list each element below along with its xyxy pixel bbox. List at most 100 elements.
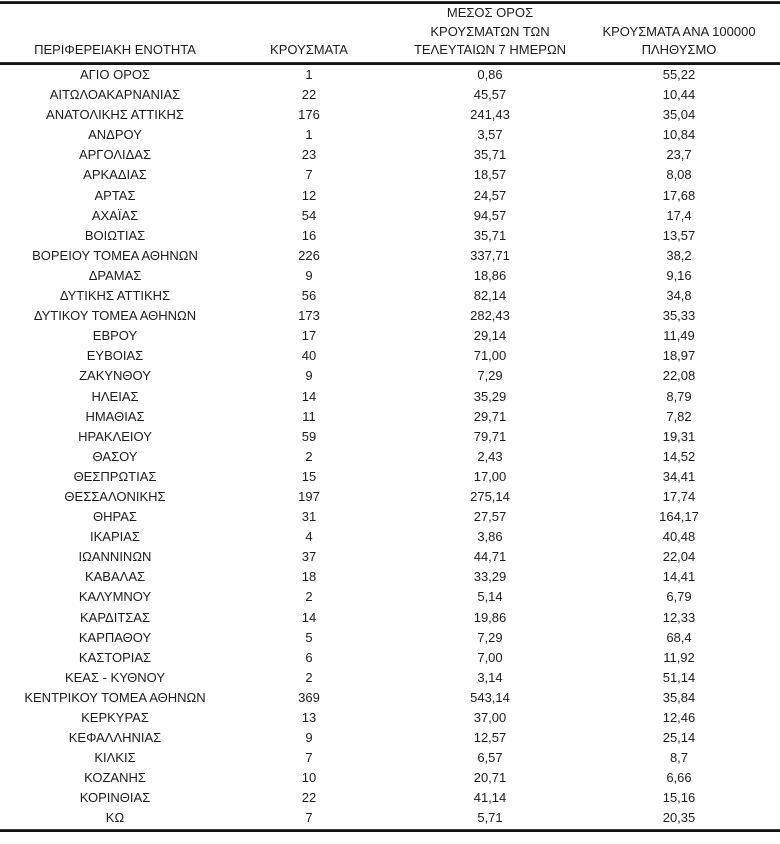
cases-cell: 176: [298, 107, 320, 123]
cases-cell: 18: [301, 569, 317, 585]
table-row: ΑΝΑΤΟΛΙΚΗΣ ΑΤΤΙΚΗΣ 176 241,43 35,04: [0, 105, 780, 125]
table-body: ΑΓΙΟ ΟΡΟΣ 1 0,86 55,22 ΑΙΤΩΛΟΑΚΑΡΝΑΝΙΑΣ 22 45,…: [0, 65, 780, 829]
cases-cell: 23: [301, 147, 317, 163]
per-100000-cell: 8,08: [666, 167, 692, 183]
cases-cell: 2: [305, 448, 313, 464]
table-row: ΚΕΦΑΛΛΗΝΙΑΣ 9 12,57 25,14: [0, 728, 780, 748]
region-cell: ΚΕΝΤΡΙΚΟΥ ΤΟΜΕΑ ΑΘΗΝΩΝ: [24, 689, 206, 705]
per-100000-cell: 14,41: [662, 569, 696, 585]
per-100000-cell: 35,84: [662, 689, 696, 705]
per-100000-cell: 18,97: [662, 348, 696, 364]
cases-cell: 7: [305, 750, 313, 766]
region-cell: ΘΗΡΑΣ: [93, 509, 137, 525]
region-cell: ΔΥΤΙΚΗΣ ΑΤΤΙΚΗΣ: [59, 288, 171, 304]
per-100000-cell: 6,66: [666, 770, 692, 786]
avg-7day-cell: 7,29: [477, 629, 503, 645]
per-100000-cell: 10,84: [662, 127, 696, 143]
avg-7day-cell: 543,14: [470, 689, 510, 705]
table-row: ΖΑΚΥΝΘΟΥ 9 7,29 22,08: [0, 366, 780, 386]
region-cell: ΘΕΣΣΑΛΟΝΙΚΗΣ: [64, 488, 166, 504]
region-cell: ΚΕΑΣ - ΚΥΘΝΟΥ: [64, 669, 166, 685]
table-row: ΗΡΑΚΛΕΙΟΥ 59 79,71 19,31: [0, 427, 780, 447]
header-cases: ΚΡΟΥΣΜΑΤΑ: [270, 42, 348, 57]
avg-7day-cell: 44,71: [473, 549, 507, 565]
region-cell: ΑΡΓΟΛΙΔΑΣ: [78, 147, 152, 163]
cases-cell: 9: [305, 267, 313, 283]
avg-7day-cell: 45,57: [473, 87, 507, 103]
region-cell: ΑΡΚΑΔΙΑΣ: [83, 167, 147, 183]
avg-7day-cell: 19,86: [473, 609, 507, 625]
region-cell: ΚΟΡΙΝΘΙΑΣ: [79, 790, 151, 806]
avg-7day-cell: 6,57: [477, 750, 503, 766]
cases-cell: 31: [301, 509, 317, 525]
per-100000-cell: 17,68: [662, 187, 696, 203]
region-cell: ΑΙΤΩΛΟΑΚΑΡΝΑΝΙΑΣ: [49, 87, 181, 103]
cases-cell: 22: [301, 87, 317, 103]
cases-cell: 2: [305, 589, 313, 605]
per-100000-cell: 11,49: [663, 328, 695, 344]
region-cell: ΒΟΡΕΙΟΥ ΤΟΜΕΑ ΑΘΗΝΩΝ: [32, 247, 198, 263]
per-100000-cell: 12,33: [662, 609, 696, 625]
avg-7day-cell: 20,71: [473, 770, 507, 786]
avg-7day-cell: 24,57: [473, 187, 507, 203]
cases-cell: 16: [301, 227, 317, 243]
avg-7day-cell: 18,86: [473, 267, 507, 283]
region-cell: ΚΑΣΤΟΡΙΑΣ: [78, 649, 152, 665]
per-100000-cell: 35,33: [662, 308, 696, 324]
region-cell: ΙΚΑΡΙΑΣ: [90, 529, 140, 545]
per-100000-cell: 35,04: [662, 107, 696, 123]
cases-cell: 59: [301, 428, 317, 444]
per-100000-cell: 22,04: [662, 549, 696, 565]
table-row: ΗΛΕΙΑΣ 14 35,29 8,79: [0, 387, 780, 407]
avg-7day-cell: 275,14: [470, 488, 510, 504]
region-cell: ΚΟΖΑΝΗΣ: [84, 770, 146, 786]
per-100000-cell: 17,4: [666, 207, 692, 223]
table-row: ΑΧΑΪΑΣ 54 94,57 17,4: [0, 206, 780, 226]
table-row: ΑΙΤΩΛΟΑΚΑΡΝΑΝΙΑΣ 22 45,57 10,44: [0, 85, 780, 105]
region-cell: ΒΟΙΩΤΙΑΣ: [84, 227, 146, 243]
region-cell: ΖΑΚΥΝΘΟΥ: [79, 368, 151, 384]
avg-7day-cell: 7,29: [477, 368, 503, 384]
region-cell: ΚΑΛΥΜΝΟΥ: [78, 589, 152, 605]
table-row: ΚΕΑΣ - ΚΥΘΝΟΥ 2 3,14 51,14: [0, 668, 780, 688]
avg-7day-cell: 282,43: [470, 308, 510, 324]
region-cell: ΚΑΡΠΑΘΟΥ: [78, 629, 152, 645]
cases-cell: 14: [301, 609, 317, 625]
table-row: ΚΙΛΚΙΣ 7 6,57 8,7: [0, 748, 780, 768]
cases-cell: 226: [298, 247, 320, 263]
avg-7day-cell: 3,86: [477, 529, 503, 545]
per-100000-cell: 25,14: [662, 730, 696, 746]
cases-cell: 5: [305, 629, 313, 645]
cases-cell: 197: [298, 488, 320, 504]
avg-7day-cell: 35,71: [473, 227, 507, 243]
avg-7day-cell: 5,14: [477, 589, 503, 605]
region-cell: ΚΙΛΚΙΣ: [94, 750, 136, 766]
region-cell: ΚΑΒΑΛΑΣ: [84, 569, 146, 585]
cases-cell: 17: [301, 328, 317, 344]
cases-cell: 56: [301, 288, 317, 304]
cases-cell: 12: [301, 187, 317, 203]
cases-cell: 7: [305, 810, 313, 826]
header-separator-rule: [0, 62, 780, 65]
table-row: ΒΟΡΕΙΟΥ ΤΟΜΕΑ ΑΘΗΝΩΝ 226 337,71 38,2: [0, 246, 780, 266]
table-row: ΑΡΤΑΣ 12 24,57 17,68: [0, 186, 780, 206]
region-cell: ΕΒΡΟΥ: [92, 328, 138, 344]
avg-7day-cell: 35,71: [473, 147, 507, 163]
avg-7day-cell: 0,86: [477, 67, 503, 82]
cases-cell: 37: [301, 549, 317, 565]
avg-7day-cell: 35,29: [473, 388, 507, 404]
region-cell: ΑΝΑΤΟΛΙΚΗΣ ΑΤΤΙΚΗΣ: [46, 107, 184, 123]
region-cell: ΔΡΑΜΑΣ: [88, 267, 142, 283]
region-cell: ΚΕΡΚΥΡΑΣ: [81, 710, 149, 725]
per-100000-cell: 34,41: [662, 468, 696, 484]
per-100000-cell: 19,31: [662, 428, 696, 444]
table-row: ΘΗΡΑΣ 31 27,57 164,17: [0, 507, 780, 527]
table-row: ΚΟΖΑΝΗΣ 10 20,71 6,66: [0, 768, 780, 788]
table-row: ΑΡΚΑΔΙΑΣ 7 18,57 8,08: [0, 165, 780, 185]
cases-cell: 9: [305, 730, 313, 746]
per-100000-cell: 8,79: [666, 388, 692, 404]
table-row: ΚΑΒΑΛΑΣ 18 33,29 14,41: [0, 567, 780, 587]
per-100000-cell: 8,7: [669, 750, 689, 766]
table-row: ΘΕΣΠΡΩΤΙΑΣ 15 17,00 34,41: [0, 467, 780, 487]
